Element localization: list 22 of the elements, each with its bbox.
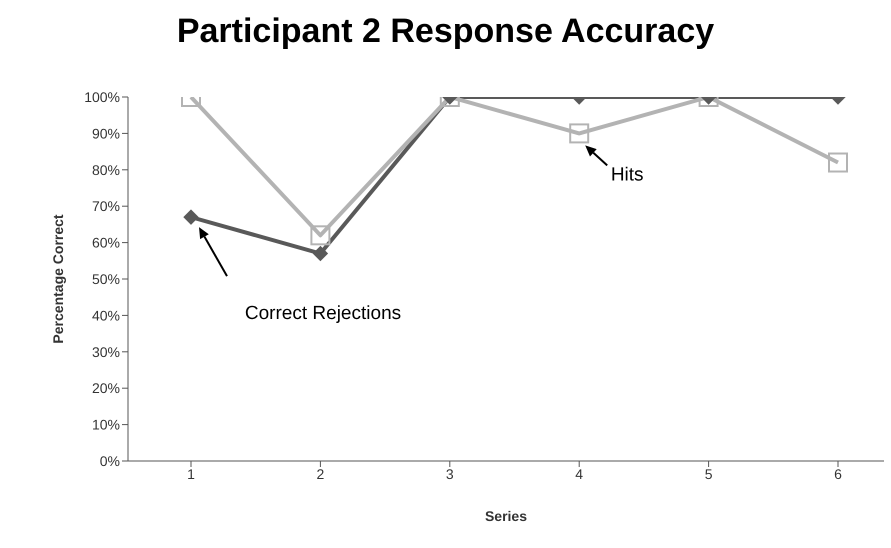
y-tick-label: 100% bbox=[84, 88, 120, 105]
x-axis-title: Series bbox=[484, 508, 528, 524]
x-tick-label: 5 bbox=[704, 466, 713, 482]
x-tick-label: 4 bbox=[575, 466, 584, 482]
y-tick-label: 10% bbox=[92, 416, 120, 433]
y-tick-label: 80% bbox=[92, 162, 120, 178]
series-label: Hits bbox=[610, 164, 644, 186]
x-tick-label: 2 bbox=[316, 466, 324, 482]
y-tick-label: 40% bbox=[92, 307, 120, 324]
y-tick-label: 90% bbox=[92, 125, 120, 142]
x-tick-label: 3 bbox=[446, 466, 454, 482]
y-axis-title: Percentage Correct bbox=[50, 214, 66, 344]
y-tick-label: 70% bbox=[92, 198, 120, 214]
y-tick-label: 0% bbox=[100, 452, 120, 469]
text: Correct Rejections bbox=[244, 303, 402, 324]
y-tick-label: 60% bbox=[92, 234, 120, 251]
y-tick-label: 30% bbox=[92, 344, 120, 360]
x-tick-label: 1 bbox=[187, 466, 196, 482]
x-tick-label: 6 bbox=[834, 466, 842, 482]
chart-title: Participant 2 Response Accuracy bbox=[176, 12, 716, 51]
y-tick-label: 20% bbox=[92, 380, 120, 396]
y-tick-label: 50% bbox=[92, 270, 120, 287]
